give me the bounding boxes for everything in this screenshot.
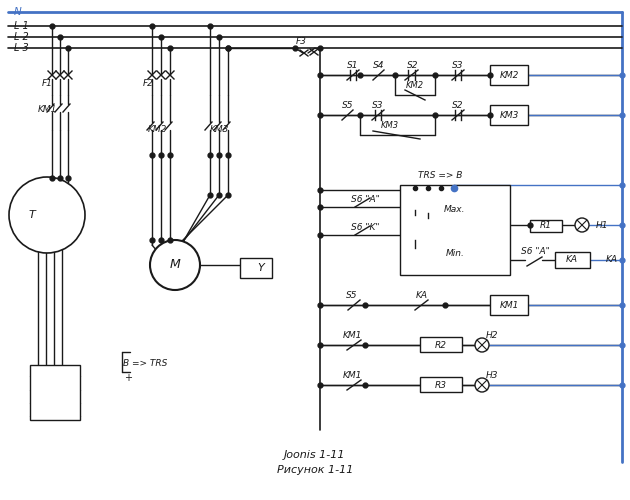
Text: Рисунок 1-11: Рисунок 1-11 [277,465,353,475]
Text: H3: H3 [486,372,498,380]
Text: S3: S3 [372,102,384,110]
Text: S5: S5 [346,292,358,300]
Text: S1: S1 [347,62,358,70]
Text: Min.: Min. [445,248,464,258]
Text: +: + [124,373,132,383]
Text: F1: F1 [42,78,53,88]
Bar [240,258,272,278]
Bar [530,220,562,232]
Text: KM1: KM1 [342,372,362,380]
Text: KM2: KM2 [500,70,518,80]
Text: Y: Y [258,263,265,273]
Text: S6 "K": S6 "K" [351,224,379,232]
Text: R3: R3 [435,380,447,390]
Text: F2: F2 [143,78,154,88]
Bar [400,185,510,275]
Text: KM3: KM3 [500,110,518,120]
Bar [420,337,462,352]
Text: S6 "A": S6 "A" [351,196,379,204]
Text: S3: S3 [452,62,464,70]
Text: H2: H2 [486,332,498,340]
Text: S6 "A": S6 "A" [520,248,549,256]
Text: Joonis 1-11: Joonis 1-11 [284,450,346,460]
Bar [420,377,462,392]
Text: B => TRS: B => TRS [123,358,167,368]
Circle shape [9,177,85,253]
Circle shape [475,378,489,392]
Text: L 1: L 1 [14,21,29,31]
Text: KM1: KM1 [38,106,57,114]
Text: TRS => B: TRS => B [418,170,462,179]
Text: KM3: KM3 [381,120,399,130]
Text: L 3: L 3 [14,43,29,53]
Bar [30,365,80,420]
Text: M: M [169,258,180,272]
Circle shape [150,240,200,290]
Text: KM1: KM1 [500,300,518,310]
Text: N: N [14,7,22,17]
Text: KA: KA [416,292,428,300]
Text: KM2: KM2 [406,80,424,90]
Text: S2: S2 [407,62,419,70]
Text: R1: R1 [540,222,552,230]
Text: KA: KA [566,256,578,264]
Text: Max.: Max. [444,206,466,214]
Text: KM2: KM2 [148,126,168,134]
Bar [490,65,528,85]
Text: F3: F3 [295,36,306,46]
Bar [490,295,528,315]
Circle shape [475,338,489,352]
Text: L 2: L 2 [14,32,29,42]
Bar [490,105,528,125]
Circle shape [575,218,589,232]
Text: T: T [28,210,35,220]
Text: H1: H1 [596,220,609,230]
Text: S4: S4 [373,62,385,70]
Text: KA: KA [606,256,618,264]
Bar [555,252,590,268]
Text: KM3: KM3 [210,126,229,134]
Text: S2: S2 [452,102,464,110]
Text: S5: S5 [342,102,354,110]
Text: R2: R2 [435,340,447,349]
Text: KM1: KM1 [342,332,362,340]
